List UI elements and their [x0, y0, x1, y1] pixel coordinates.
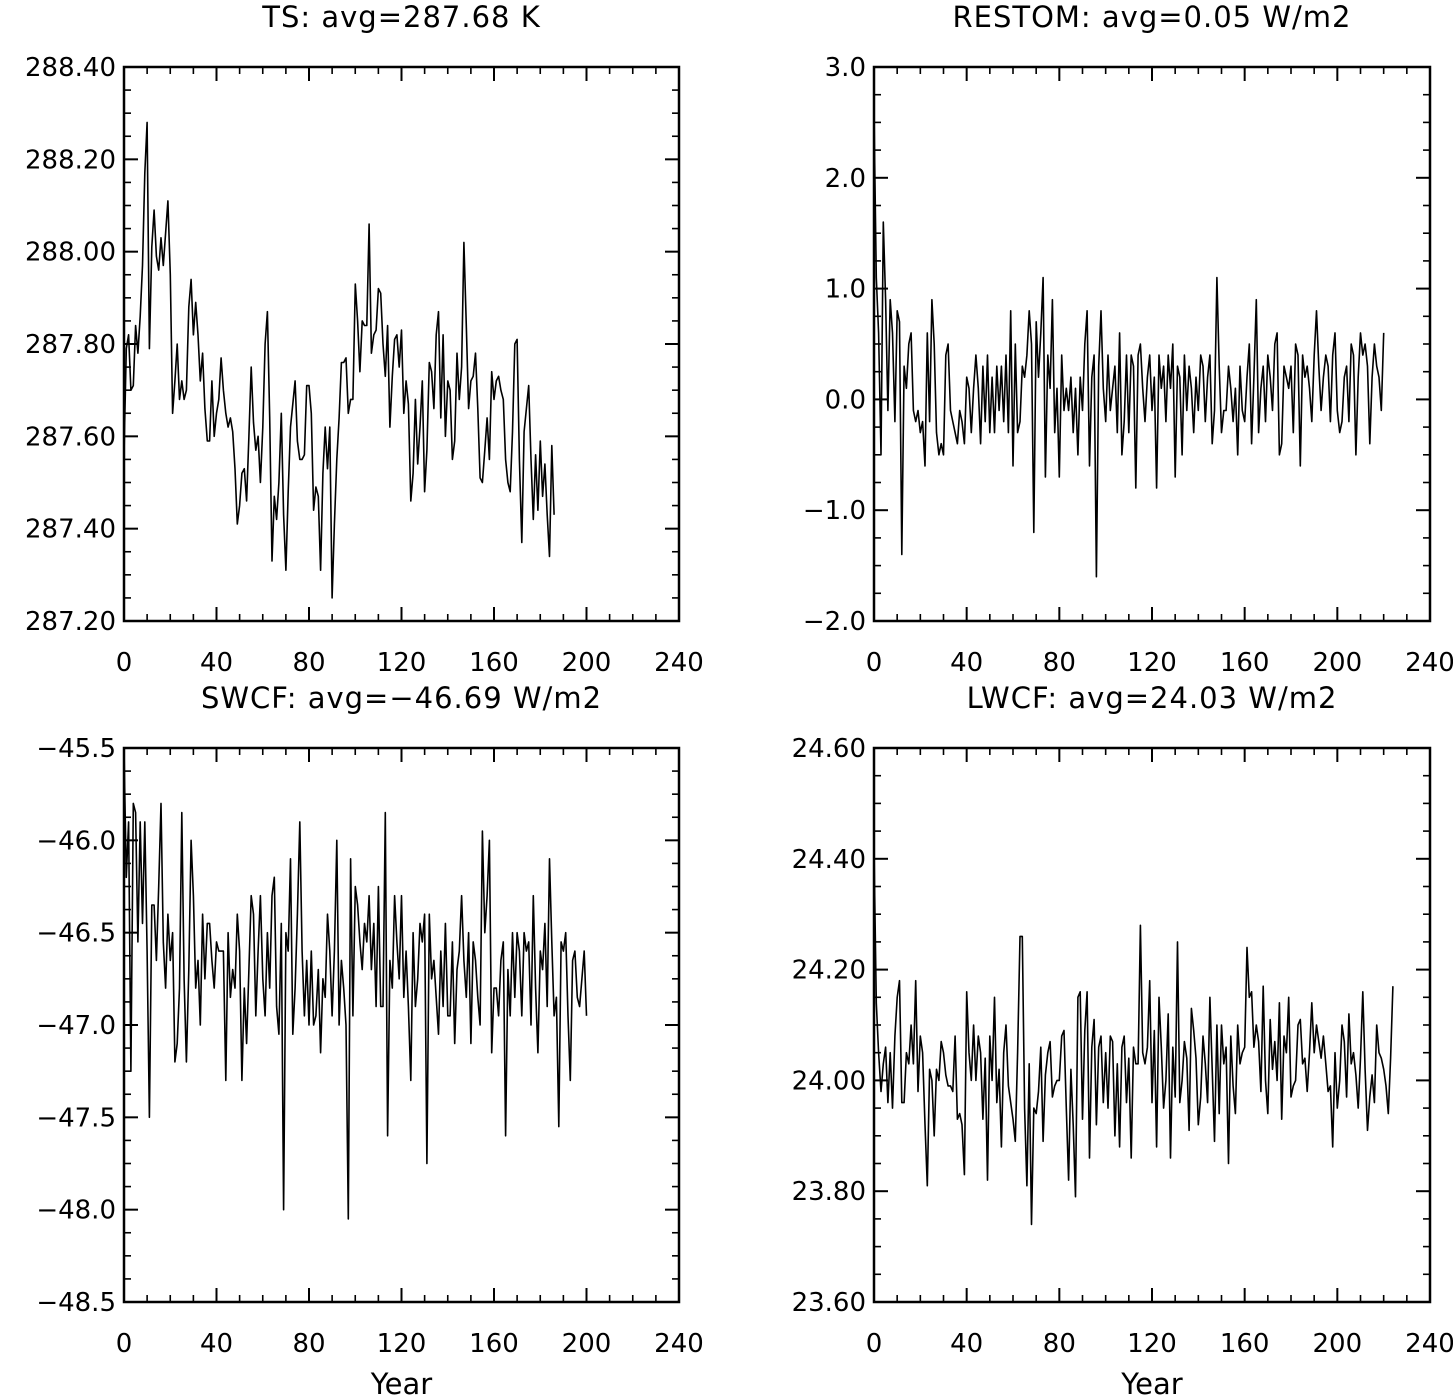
x-tick-label: 80 [1043, 648, 1076, 678]
y-tick-label: 2.0 [825, 164, 866, 194]
y-tick-label: −48.5 [36, 1288, 116, 1318]
y-tick-label: −47.5 [36, 1103, 116, 1133]
x-tick-label: 0 [866, 1329, 883, 1359]
x-tick-label: 160 [469, 648, 519, 678]
y-tick-label: 287.80 [25, 330, 116, 360]
x-tick-label: 0 [116, 648, 133, 678]
y-tick-label: 23.60 [792, 1288, 866, 1318]
series-line [123, 747, 588, 1220]
x-tick-label: 160 [1220, 1329, 1270, 1359]
chart-title: RESTOM: avg=0.05 W/m2 [952, 0, 1351, 34]
x-axis-label: Year [370, 1367, 432, 1400]
panel-swcf: SWCF: avg=−46.69 W/m2 0 40 80 120 160 200 240 −4… [36, 681, 704, 1400]
x-tick-label: 0 [866, 648, 883, 678]
x-tick-label: 160 [1220, 648, 1270, 678]
x-tick-label: 120 [1127, 648, 1177, 678]
x-tick-label: 40 [200, 1329, 233, 1359]
x-tick-label: 160 [469, 1329, 519, 1359]
plot-frame [872, 746, 1432, 1304]
y-tick-label: 1.0 [825, 275, 866, 305]
y-tick-label: 23.80 [792, 1177, 866, 1207]
panel-lwcf: LWCF: avg=24.03 W/m2 0 40 80 120 160 200 240 23.… [792, 681, 1453, 1400]
series-line [873, 111, 1385, 578]
x-tick-label: 40 [950, 1329, 983, 1359]
y-tick-label: 288.40 [25, 53, 116, 83]
panel-restom: RESTOM: avg=0.05 W/m2 0 40 80 120 160 200 240 −2… [803, 0, 1453, 678]
y-tick-label: −47.0 [36, 1011, 116, 1041]
x-tick-label: 80 [292, 1329, 325, 1359]
x-tick-label: 40 [200, 648, 233, 678]
y-tick-label: −2.0 [803, 607, 866, 637]
x-axis-label: Year [1120, 1367, 1182, 1400]
x-tick-label: 120 [1127, 1329, 1177, 1359]
series-line [123, 121, 555, 599]
y-tick-label: 288.20 [25, 145, 116, 175]
x-tick-label: 200 [1313, 648, 1363, 678]
x-tick-label: 80 [292, 648, 325, 678]
y-tick-label: 0.0 [825, 385, 866, 415]
x-tick-label: 200 [1313, 1329, 1363, 1359]
y-tick-label: 288.00 [25, 238, 116, 268]
y-tick-label: 24.00 [792, 1066, 866, 1096]
x-tick-label: 200 [562, 648, 612, 678]
x-tick-label: 240 [654, 1329, 704, 1359]
x-tick-label: 240 [654, 648, 704, 678]
chart-title: TS: avg=287.68 K [261, 0, 540, 34]
y-tick-label: 287.60 [25, 422, 116, 452]
x-tick-label: 200 [562, 1329, 612, 1359]
plot-frame [872, 65, 1432, 623]
x-tick-label: 120 [377, 648, 427, 678]
series-line [873, 847, 1394, 1226]
y-tick-label: −1.0 [803, 496, 866, 526]
y-tick-label: 287.20 [25, 607, 116, 637]
x-tick-label: 240 [1405, 648, 1453, 678]
x-tick-label: 240 [1405, 1329, 1453, 1359]
y-tick-label: 24.60 [792, 734, 866, 764]
y-tick-label: −46.5 [36, 919, 116, 949]
x-tick-label: 40 [950, 648, 983, 678]
x-tick-label: 0 [116, 1329, 133, 1359]
y-tick-label: −48.0 [36, 1196, 116, 1226]
y-tick-label: 3.0 [825, 53, 866, 83]
x-tick-label: 120 [377, 1329, 427, 1359]
x-tick-label: 80 [1043, 1329, 1076, 1359]
y-tick-label: 24.40 [792, 845, 866, 875]
y-tick-label: −45.5 [36, 734, 116, 764]
plot-frame [122, 746, 681, 1304]
y-tick-label: 287.40 [25, 515, 116, 545]
panel-ts: TS: avg=287.68 K 0 40 80 120 160 200 240 287.20 2… [25, 0, 704, 678]
chart-title: SWCF: avg=−46.69 W/m2 [201, 681, 602, 715]
y-tick-label: −46.0 [36, 826, 116, 856]
y-tick-label: 24.20 [792, 956, 866, 986]
chart-title: LWCF: avg=24.03 W/m2 [967, 681, 1338, 715]
